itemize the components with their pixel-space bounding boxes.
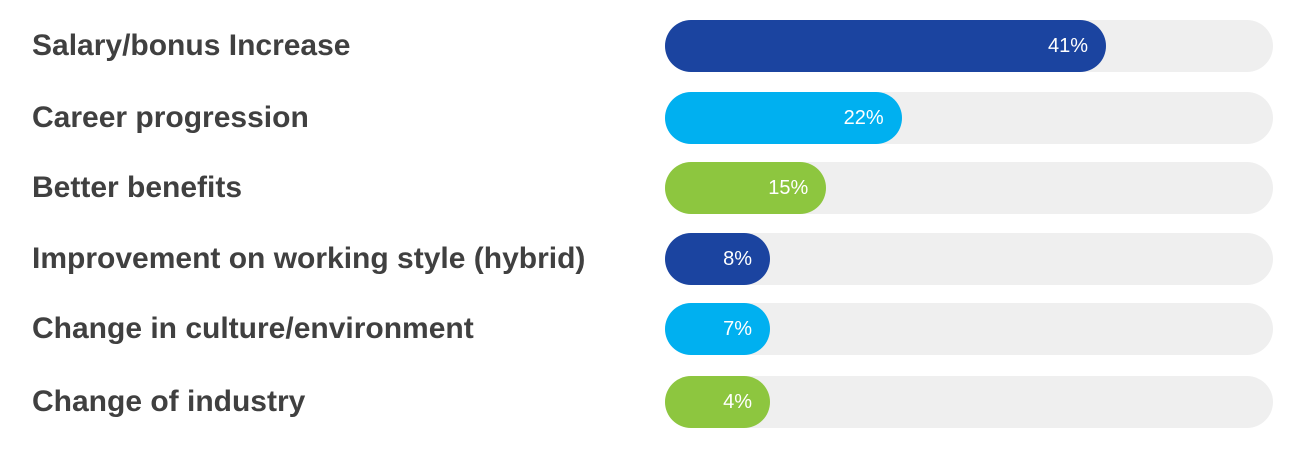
bar-row: Improvement on working style (hybrid) 8%	[0, 233, 1304, 285]
data-label: 4%	[723, 391, 752, 413]
bar-track: 15%	[665, 162, 1273, 214]
bar-row: Career progression 22%	[0, 92, 1304, 144]
data-label: 7%	[723, 318, 752, 340]
category-label: Improvement on working style (hybrid)	[32, 242, 586, 275]
bar-fill: 4%	[665, 376, 770, 428]
bar-fill: 41%	[665, 20, 1106, 72]
bar-row: Change in culture/environment 7%	[0, 303, 1304, 355]
bar-track: 4%	[665, 376, 1273, 428]
bar-row: Change of industry 4%	[0, 376, 1304, 428]
bar-fill: 8%	[665, 233, 770, 285]
category-label: Change in culture/environment	[32, 312, 474, 345]
bar-fill: 22%	[665, 92, 902, 144]
data-label: 41%	[1047, 35, 1088, 57]
bar-track: 8%	[665, 233, 1273, 285]
category-label: Better benefits	[32, 171, 243, 204]
bar-row: Salary/bonus Increase 41%	[0, 20, 1304, 72]
bar-fill: 15%	[665, 162, 827, 214]
bar-track: 7%	[665, 303, 1273, 355]
data-label: 15%	[768, 177, 809, 199]
data-label: 22%	[843, 107, 884, 129]
bar-track: 22%	[665, 92, 1273, 144]
category-label: Career progression	[32, 101, 309, 134]
category-label: Change of industry	[32, 385, 306, 418]
category-label: Salary/bonus Increase	[32, 29, 351, 62]
bar-track: 41%	[665, 20, 1273, 72]
data-label: 8%	[723, 248, 752, 270]
bar-fill: 7%	[665, 303, 770, 355]
bar-row: Better benefits 15%	[0, 162, 1304, 214]
